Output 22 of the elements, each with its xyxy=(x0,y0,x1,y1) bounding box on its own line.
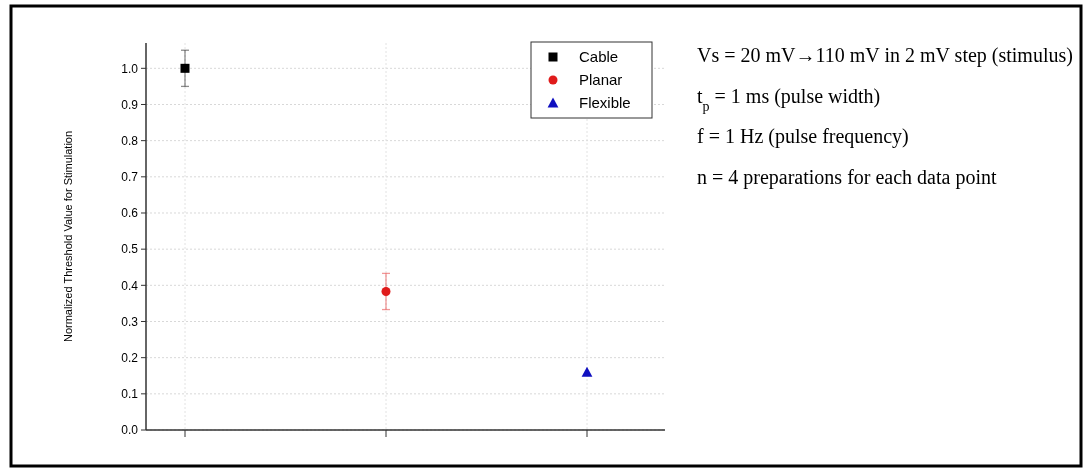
y-axis-title: Normalized Threshold Value for Stimulation xyxy=(62,130,74,343)
y-tick-label: 1.0 xyxy=(121,61,139,76)
y-tick-label: 0.6 xyxy=(121,206,139,221)
text: Vs = 20 mV→110 mV in 2 mV step (stimulus) xyxy=(697,44,1073,67)
text: t$_{p}$ = 1 ms (pulse width) xyxy=(697,84,881,113)
y-tick-label: 0.7 xyxy=(121,170,139,185)
text: f = 1 Hz (pulse frequency) xyxy=(697,125,909,148)
y-tick-label: 0.2 xyxy=(121,350,139,365)
y-tick-label: 0.4 xyxy=(121,278,139,293)
legend-label: Cable xyxy=(579,48,619,66)
y-tick-label: 0.3 xyxy=(121,314,139,329)
point xyxy=(381,286,391,296)
y-tick-label: 0.8 xyxy=(121,133,139,148)
y-tick-label: 0.1 xyxy=(121,387,139,402)
y-tick-label: 0.5 xyxy=(121,242,139,257)
point xyxy=(581,366,593,377)
y-tick-label: 0.0 xyxy=(121,423,139,438)
text: n = 4 preparations for each data point xyxy=(697,165,997,189)
legend-label: Planar xyxy=(579,71,623,89)
y-tick-label: 0.9 xyxy=(121,97,139,112)
point xyxy=(180,63,190,73)
legend-label: Flexible xyxy=(579,94,631,112)
